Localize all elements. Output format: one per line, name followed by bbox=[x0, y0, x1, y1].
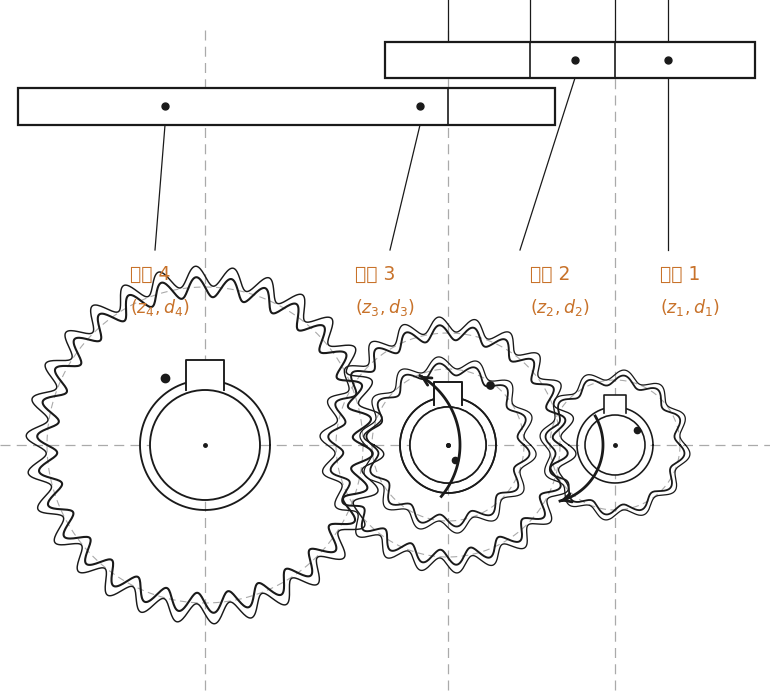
Circle shape bbox=[410, 407, 486, 483]
Text: 齿轮 4: 齿轮 4 bbox=[130, 265, 170, 284]
Text: $(z_3,d_3)$: $(z_3,d_3)$ bbox=[355, 297, 414, 318]
Bar bbox=[604, 395, 626, 419]
Bar bbox=[186, 360, 224, 400]
Bar bbox=[18, 88, 555, 125]
Bar bbox=[434, 382, 462, 412]
Circle shape bbox=[410, 407, 486, 483]
Text: 齿轮 2: 齿轮 2 bbox=[530, 265, 571, 284]
Bar bbox=[385, 42, 755, 78]
Text: $(z_2,d_2)$: $(z_2,d_2)$ bbox=[530, 297, 590, 318]
Bar bbox=[434, 382, 462, 412]
Circle shape bbox=[150, 390, 260, 500]
Text: $(z_4,d_4)$: $(z_4,d_4)$ bbox=[130, 297, 189, 318]
Text: $(z_1,d_1)$: $(z_1,d_1)$ bbox=[660, 297, 720, 318]
Text: 齿轮 3: 齿轮 3 bbox=[355, 265, 395, 284]
Text: 齿轮 1: 齿轮 1 bbox=[660, 265, 701, 284]
Circle shape bbox=[585, 415, 645, 475]
